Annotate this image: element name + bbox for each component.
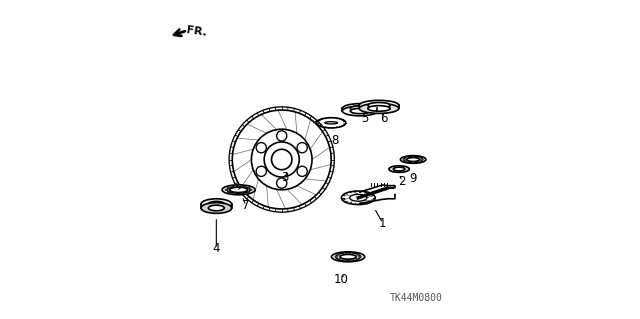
Ellipse shape: [350, 108, 369, 114]
Text: 3: 3: [281, 171, 289, 183]
Text: 1: 1: [379, 217, 387, 230]
Ellipse shape: [343, 260, 346, 261]
Ellipse shape: [342, 104, 378, 113]
Ellipse shape: [406, 161, 408, 162]
Text: 7: 7: [243, 199, 250, 212]
Ellipse shape: [403, 159, 406, 160]
Ellipse shape: [332, 252, 365, 262]
Ellipse shape: [359, 103, 399, 113]
Ellipse shape: [340, 255, 356, 259]
Ellipse shape: [407, 158, 420, 161]
Text: 9: 9: [410, 172, 417, 184]
Ellipse shape: [356, 254, 359, 255]
Ellipse shape: [342, 106, 378, 116]
Text: 4: 4: [212, 242, 220, 255]
Ellipse shape: [201, 199, 232, 210]
Ellipse shape: [234, 186, 236, 187]
Ellipse shape: [241, 186, 244, 187]
Ellipse shape: [247, 191, 250, 193]
Ellipse shape: [404, 156, 422, 163]
Ellipse shape: [401, 156, 426, 163]
Ellipse shape: [412, 156, 415, 158]
Ellipse shape: [241, 193, 244, 194]
Ellipse shape: [389, 166, 410, 172]
Ellipse shape: [335, 253, 360, 261]
Ellipse shape: [201, 203, 232, 213]
Ellipse shape: [350, 253, 353, 254]
Text: 2: 2: [398, 175, 406, 188]
Ellipse shape: [250, 189, 252, 190]
Ellipse shape: [368, 102, 390, 108]
Ellipse shape: [418, 161, 420, 162]
Ellipse shape: [349, 194, 367, 201]
Ellipse shape: [324, 122, 337, 124]
Ellipse shape: [227, 187, 230, 188]
Ellipse shape: [343, 253, 346, 254]
Ellipse shape: [358, 256, 362, 257]
Ellipse shape: [209, 201, 224, 207]
Ellipse shape: [356, 258, 359, 260]
Ellipse shape: [421, 159, 423, 160]
Ellipse shape: [368, 106, 390, 111]
Ellipse shape: [227, 191, 230, 193]
Ellipse shape: [209, 205, 224, 211]
Text: TK44M0800: TK44M0800: [389, 293, 442, 303]
Text: 6: 6: [380, 112, 388, 124]
Text: FR.: FR.: [186, 26, 207, 38]
Ellipse shape: [337, 254, 340, 255]
Ellipse shape: [350, 260, 353, 261]
Text: 8: 8: [332, 135, 339, 147]
Ellipse shape: [335, 256, 338, 257]
Ellipse shape: [222, 185, 255, 195]
Ellipse shape: [350, 106, 369, 111]
Ellipse shape: [406, 157, 408, 158]
Ellipse shape: [230, 187, 248, 192]
Ellipse shape: [225, 189, 228, 190]
Ellipse shape: [337, 258, 340, 260]
Ellipse shape: [247, 187, 250, 188]
Text: 10: 10: [334, 273, 349, 286]
Ellipse shape: [227, 186, 250, 193]
Ellipse shape: [418, 157, 420, 158]
Ellipse shape: [394, 167, 405, 171]
Ellipse shape: [234, 193, 236, 194]
Ellipse shape: [412, 161, 415, 163]
Text: 5: 5: [362, 112, 369, 124]
Ellipse shape: [359, 100, 399, 110]
